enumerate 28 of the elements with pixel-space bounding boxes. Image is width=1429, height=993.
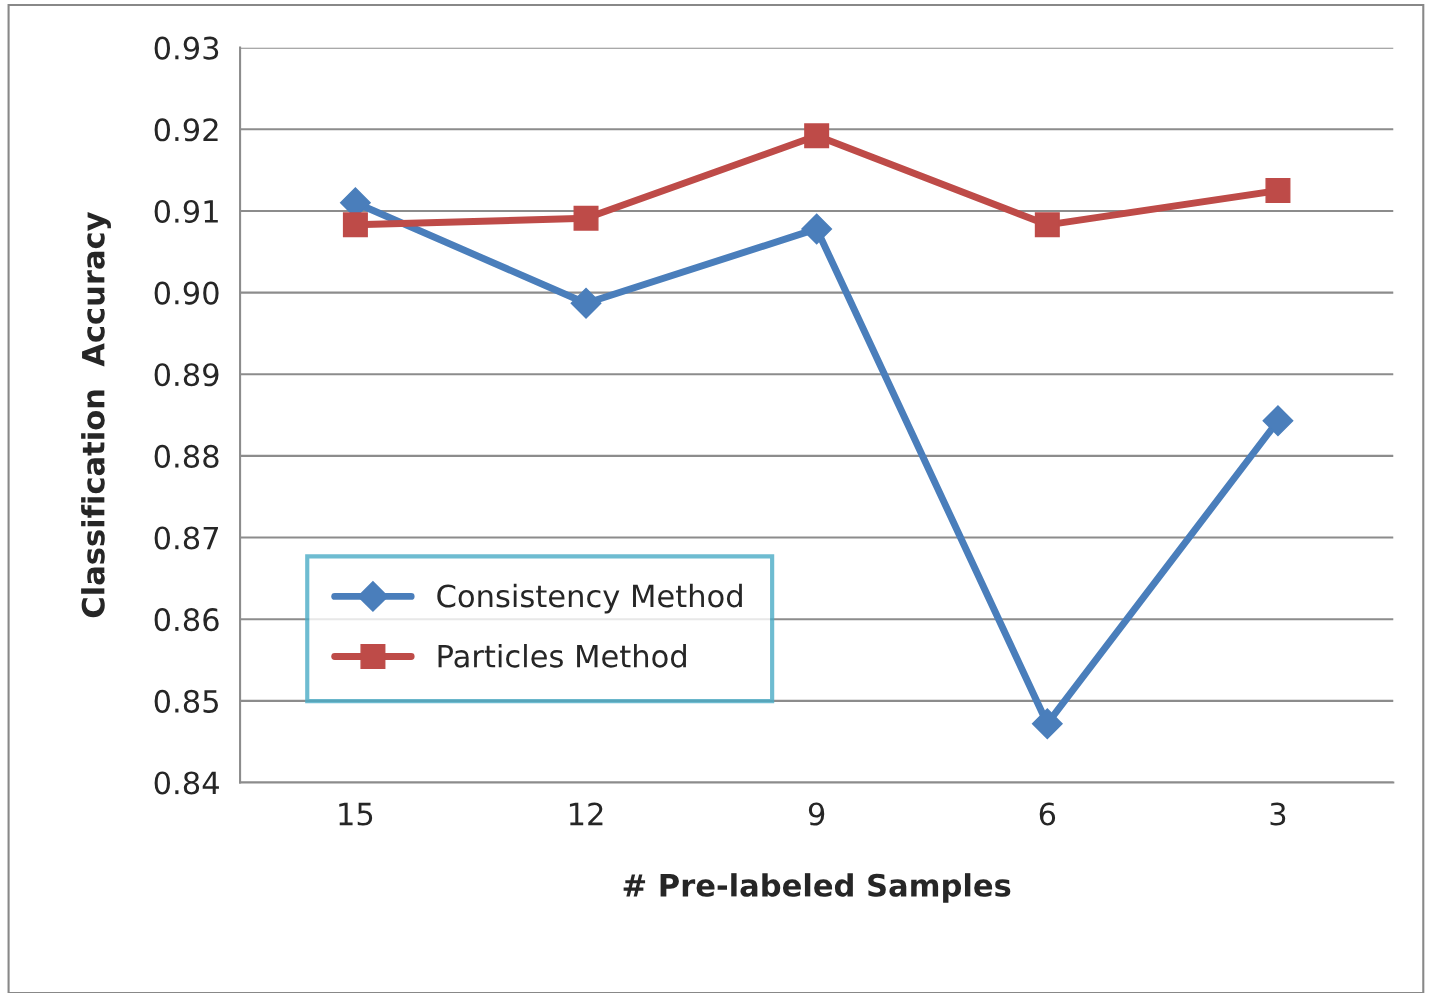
y-tick-label: 0.91 <box>154 199 218 223</box>
legend-label: Consistency Method <box>437 583 742 614</box>
y-tick-label: 0.84 <box>154 771 219 795</box>
point <box>1262 405 1294 437</box>
point <box>1034 212 1060 238</box>
x-tick-label: 3 <box>1270 802 1286 826</box>
x-tick-label: 15 <box>339 802 373 826</box>
y-tick-label: 0.92 <box>154 118 218 142</box>
point <box>573 205 599 231</box>
point <box>1031 708 1063 740</box>
x-tick-label: 9 <box>808 802 825 826</box>
y-tick-label: 0.90 <box>154 281 219 305</box>
point <box>1265 178 1291 204</box>
y-tick-label: 0.85 <box>154 689 218 713</box>
y-tick-label: 0.93 <box>154 36 219 60</box>
x-tick-label: 12 <box>569 802 603 826</box>
point <box>570 287 602 319</box>
point <box>801 213 833 245</box>
y-tick-label: 0.86 <box>154 608 219 632</box>
y-tick-label: 0.88 <box>154 444 219 468</box>
legend-label: Particles Method <box>438 644 686 668</box>
y-tick-label: 0.89 <box>154 363 219 387</box>
point <box>342 212 368 238</box>
y-tick-label: 0.87 <box>154 526 219 550</box>
x-axis-title: # Pre-labeled Samples <box>623 873 1011 903</box>
x-tick-label: 6 <box>1039 802 1056 826</box>
y-axis-title: Classification Accuracy <box>81 211 111 618</box>
point <box>804 123 830 149</box>
